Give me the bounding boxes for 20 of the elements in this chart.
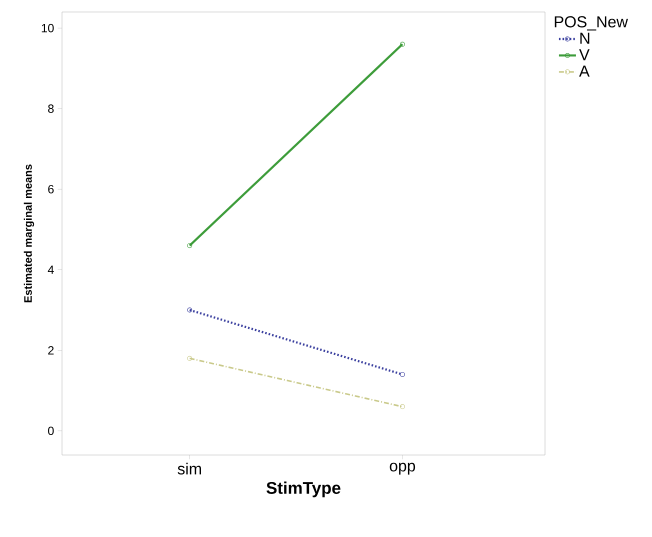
legend-label: A	[579, 66, 590, 77]
legend-title: POS_New	[554, 16, 628, 30]
x-axis-title: StimType	[266, 482, 340, 498]
point	[187, 243, 192, 248]
point	[400, 372, 405, 377]
y-tick-label: 4	[48, 266, 54, 274]
y-tick-label: 2	[48, 346, 54, 354]
y-tick-label: 8	[48, 104, 54, 113]
point	[187, 308, 192, 313]
y-tick-label: 6	[48, 184, 54, 194]
y-tick-label: 0	[48, 426, 54, 436]
x-tick-label: opp	[390, 462, 416, 475]
x-tick-label: sim	[178, 462, 201, 474]
point	[400, 404, 405, 410]
legend-label: V	[579, 49, 590, 60]
y-tick-label: 10	[42, 24, 54, 32]
legend-label: N	[580, 32, 590, 44]
point	[400, 42, 405, 47]
y-axis-title: Estimated marginal means	[24, 164, 34, 302]
point	[187, 356, 192, 361]
